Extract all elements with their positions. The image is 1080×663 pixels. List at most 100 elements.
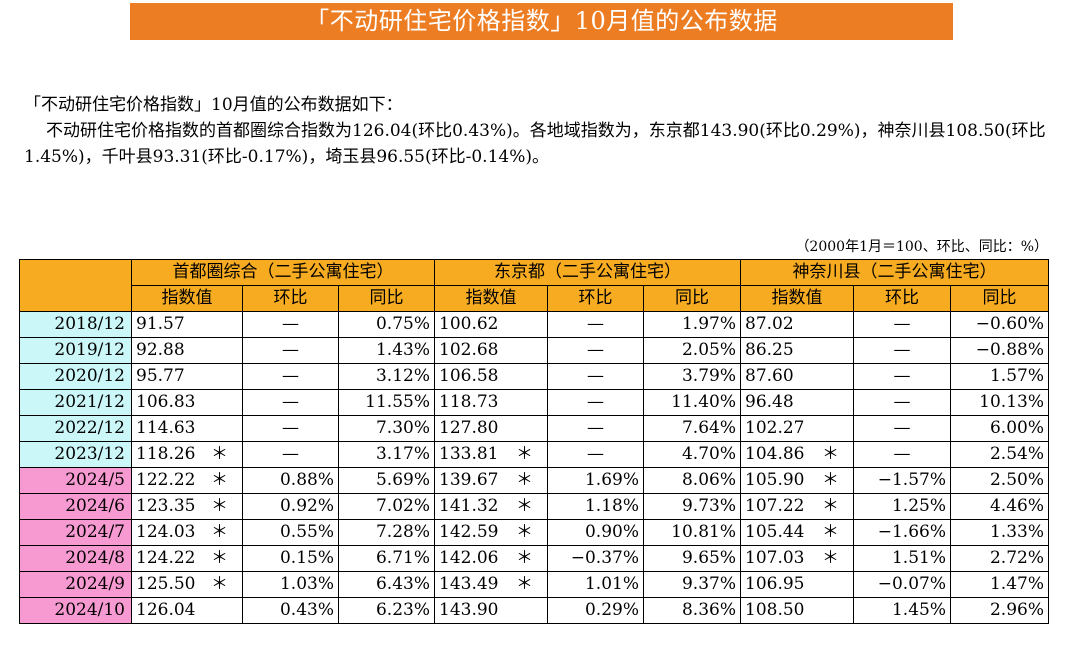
index-value: 123.35 [136, 496, 196, 516]
yoy-cell: 4.70% [643, 441, 741, 468]
mom-cell: — [242, 441, 339, 468]
index-value-cell: 106.58 [434, 363, 548, 390]
yoy-cell: 6.71% [338, 545, 435, 572]
yoy-cell: 9.37% [643, 571, 741, 598]
yoy-cell: 3.79% [643, 363, 741, 390]
index-value: 139.67 [439, 470, 499, 490]
index-value: 92.88 [136, 340, 185, 360]
intro-text: 「不动研住宅价格指数」10月值的公布数据如下： 不动研住宅价格指数的首都圈综合指… [24, 92, 1064, 170]
index-value-cell: 105.44 ＊ [740, 519, 854, 546]
index-value-cell: 141.32 ＊ [434, 493, 548, 520]
revision-mark: ＊ [516, 522, 533, 542]
column-header: 指数值 [434, 285, 548, 312]
yoy-cell: 1.33% [950, 519, 1049, 546]
mom-cell: — [547, 337, 644, 364]
yoy-cell: 9.65% [643, 545, 741, 572]
column-header: 同比 [643, 285, 741, 312]
mom-cell: 0.90% [547, 519, 644, 546]
revision-mark: ＊ [211, 522, 228, 542]
table-row: 2021/12 106.83—11.55% 118.73—11.40% 96.48—1… [19, 389, 1049, 416]
index-value: 133.81 [439, 444, 499, 464]
row-label: 2019/12 [19, 337, 132, 364]
mom-cell: — [853, 389, 951, 416]
index-value-cell: 124.03 ＊ [131, 519, 243, 546]
row-label: 2018/12 [19, 311, 132, 338]
index-value-cell: 123.35 ＊ [131, 493, 243, 520]
mom-cell: — [853, 363, 951, 390]
mom-cell: 0.88% [242, 467, 339, 494]
column-header: 同比 [338, 285, 435, 312]
mom-cell: — [853, 441, 951, 468]
index-value-cell: 95.77 [131, 363, 243, 390]
revision-mark: ＊ [516, 548, 533, 568]
revision-mark: ＊ [822, 522, 839, 542]
index-value: 104.86 [745, 444, 805, 464]
index-value-cell: 142.59 ＊ [434, 519, 548, 546]
index-value: 106.58 [439, 366, 499, 386]
index-value-cell: 96.48 [740, 389, 854, 416]
table-row: 2024/7 124.03 ＊ 0.55% 7.28% 142.59 ＊ 0.90% 10.81… [19, 519, 1049, 546]
index-value-cell: 124.22 ＊ [131, 545, 243, 572]
table-row: 2024/6 123.35 ＊ 0.92% 7.02% 141.32 ＊ 1.18% 9.73%… [19, 493, 1049, 520]
mom-cell: 0.15% [242, 545, 339, 572]
index-value: 114.63 [136, 418, 196, 438]
row-label: 2023/12 [19, 441, 132, 468]
revision-mark: ＊ [516, 496, 533, 516]
mom-cell: −1.66% [853, 519, 951, 546]
yoy-cell: 1.97% [643, 311, 741, 338]
table-body: 2018/12 91.57—0.75% 100.62—1.97% 87.02— −0.6… [19, 311, 1049, 624]
mom-cell: — [547, 363, 644, 390]
mom-cell: — [242, 363, 339, 390]
yoy-cell: 2.72% [950, 545, 1049, 572]
yoy-cell: 0.75% [338, 311, 435, 338]
row-label: 2024/5 [19, 467, 132, 494]
row-label: 2022/12 [19, 415, 132, 442]
column-header: 同比 [950, 285, 1049, 312]
mom-cell: — [853, 337, 951, 364]
row-label: 2024/9 [19, 571, 132, 598]
revision-mark: ＊ [822, 470, 839, 490]
index-value-cell: 107.03 ＊ [740, 545, 854, 572]
column-header: 环比 [547, 285, 644, 312]
index-value: 87.02 [745, 314, 794, 334]
yoy-cell: 6.43% [338, 571, 435, 598]
table-row: 2024/10 126.04 0.43% 6.23% 143.90 0.29% 8.36% 1… [19, 597, 1049, 624]
index-value: 91.57 [136, 314, 185, 334]
row-label: 2024/7 [19, 519, 132, 546]
index-value: 118.73 [439, 392, 499, 412]
yoy-cell: 7.30% [338, 415, 435, 442]
mom-cell: — [242, 311, 339, 338]
index-value: 86.25 [745, 340, 794, 360]
yoy-cell: 11.55% [338, 389, 435, 416]
table-row: 2022/12 114.63—7.30% 127.80—7.64% 102.27—6.… [19, 415, 1049, 442]
index-value: 106.95 [745, 574, 805, 594]
yoy-cell: 10.13% [950, 389, 1049, 416]
index-value-cell: 107.22 ＊ [740, 493, 854, 520]
index-value-cell: 102.68 [434, 337, 548, 364]
column-header: 环比 [853, 285, 951, 312]
group-header: 东京都（二手公寓住宅） [434, 259, 741, 286]
index-value-cell: 106.83 [131, 389, 243, 416]
mom-cell: 1.01% [547, 571, 644, 598]
revision-mark: ＊ [822, 548, 839, 568]
revision-mark: ＊ [211, 470, 228, 490]
index-value-cell: 87.02 [740, 311, 854, 338]
index-value-cell: 143.49 ＊ [434, 571, 548, 598]
index-value: 108.50 [745, 600, 805, 620]
mom-cell: 0.43% [242, 597, 339, 624]
page-title: 「不动研住宅价格指数」10月值的公布数据 [130, 3, 953, 40]
index-value: 95.77 [136, 366, 185, 386]
yoy-cell: 8.06% [643, 467, 741, 494]
index-value-cell: 118.26 ＊ [131, 441, 243, 468]
mom-cell: — [853, 311, 951, 338]
mom-cell: — [242, 415, 339, 442]
revision-mark: ＊ [211, 548, 228, 568]
index-value-cell: 100.62 [434, 311, 548, 338]
yoy-cell: 1.47% [950, 571, 1049, 598]
index-value: 106.83 [136, 392, 196, 412]
revision-mark: ＊ [822, 496, 839, 516]
revision-mark: ＊ [516, 574, 533, 594]
index-value: 141.32 [439, 496, 499, 516]
table-row: 2019/12 92.88—1.43% 102.68—2.05% 86.25— −0.8… [19, 337, 1049, 364]
index-value-cell: 122.22 ＊ [131, 467, 243, 494]
